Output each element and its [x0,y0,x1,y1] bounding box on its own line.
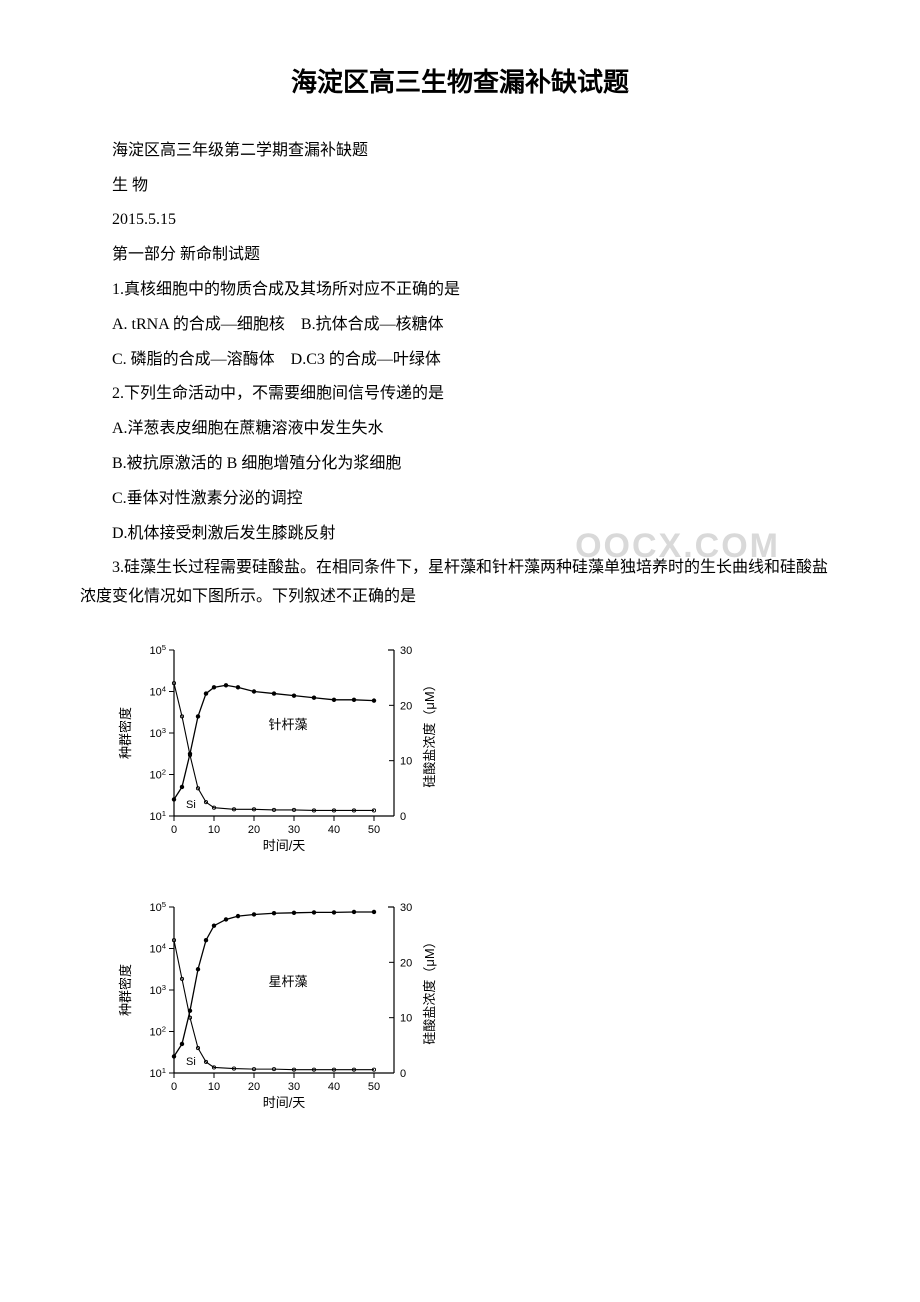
svg-text:103: 103 [149,725,166,740]
svg-text:105: 105 [149,642,166,657]
subtitle-1: 海淀区高三年级第二学期查漏补缺题 [80,137,840,166]
svg-text:种群密度: 种群密度 [118,707,133,759]
svg-text:0: 0 [171,824,177,836]
svg-text:硅酸盐浓度（μM）: 硅酸盐浓度（μM） [422,678,437,787]
section-heading: 第一部分 新命制试题 [80,241,840,270]
svg-text:星杆藻: 星杆藻 [268,974,307,989]
svg-text:20: 20 [400,700,412,712]
svg-text:种群密度: 种群密度 [118,964,133,1016]
svg-text:10: 10 [208,824,220,836]
date: 2015.5.15 [80,206,840,235]
svg-text:0: 0 [171,1081,177,1093]
svg-text:104: 104 [149,941,166,956]
svg-text:40: 40 [328,824,340,836]
svg-text:0: 0 [400,811,406,823]
subtitle-2: 生 物 [80,172,840,201]
svg-text:105: 105 [149,899,166,914]
chart-2-svg: 0 10 20 30 40 50 时间/天 101 102 103 104 105 种群密度 0 10 20 3… [112,889,452,1119]
q2-option-a: A.洋葱表皮细胞在蔗糖溶液中发生失水 [80,415,840,444]
svg-text:103: 103 [149,982,166,997]
q1-options-line2: C. 磷脂的合成—溶酶体 D.C3 的合成—叶绿体 [80,346,840,375]
svg-text:30: 30 [400,902,412,914]
chart-2: 0 10 20 30 40 50 时间/天 101 102 103 104 105 种群密度 0 10 20 3… [112,889,840,1130]
svg-text:102: 102 [149,767,166,782]
q1-options-line1: A. tRNA 的合成—细胞核 B.抗体合成—核糖体 [80,311,840,340]
svg-text:101: 101 [149,808,166,823]
q1-stem: 1.真核细胞中的物质合成及其场所对应不正确的是 [80,276,840,305]
svg-text:30: 30 [400,645,412,657]
svg-text:30: 30 [288,824,300,836]
page-title: 海淀区高三生物查漏补缺试题 [80,60,840,107]
svg-text:101: 101 [149,1065,166,1080]
svg-text:104: 104 [149,684,166,699]
q2-stem: 2.下列生命活动中，不需要细胞间信号传递的是 [80,380,840,409]
svg-text:40: 40 [328,1081,340,1093]
chart-1-svg: 0 10 20 30 40 50 时间/天 101 102 103 104 105 种群密度 0 10 20 3… [112,632,452,862]
q2-option-c: C.垂体对性激素分泌的调控 [80,485,840,514]
svg-text:Si: Si [186,799,196,811]
svg-text:10: 10 [400,756,412,768]
svg-text:50: 50 [368,1081,380,1093]
svg-text:时间/天: 时间/天 [263,1095,306,1110]
q2-option-b: B.被抗原激活的 B 细胞增殖分化为浆细胞 [80,450,840,479]
svg-text:20: 20 [248,824,260,836]
chart-1: 0 10 20 30 40 50 时间/天 101 102 103 104 105 种群密度 0 10 20 3… [112,632,840,873]
svg-text:20: 20 [400,957,412,969]
svg-text:时间/天: 时间/天 [263,838,306,853]
charts-container: 01020304050时间/天101102103104105种群密度010203… [112,632,840,1130]
svg-text:10: 10 [400,1012,412,1024]
svg-text:20: 20 [248,1081,260,1093]
svg-text:102: 102 [149,1024,166,1039]
q2-option-d: D.机体接受刺激后发生膝跳反射 [112,525,336,542]
svg-text:10: 10 [208,1081,220,1093]
svg-text:针杆藻: 针杆藻 [268,717,307,732]
svg-text:50: 50 [368,824,380,836]
svg-text:30: 30 [288,1081,300,1093]
q3-stem: 3.硅藻生长过程需要硅酸盐。在相同条件下，星杆藻和针杆藻两种硅藻单独培养时的生长… [80,554,840,612]
svg-text:硅酸盐浓度（μM）: 硅酸盐浓度（μM） [422,935,437,1044]
svg-text:Si: Si [186,1056,196,1068]
svg-text:0: 0 [400,1068,406,1080]
